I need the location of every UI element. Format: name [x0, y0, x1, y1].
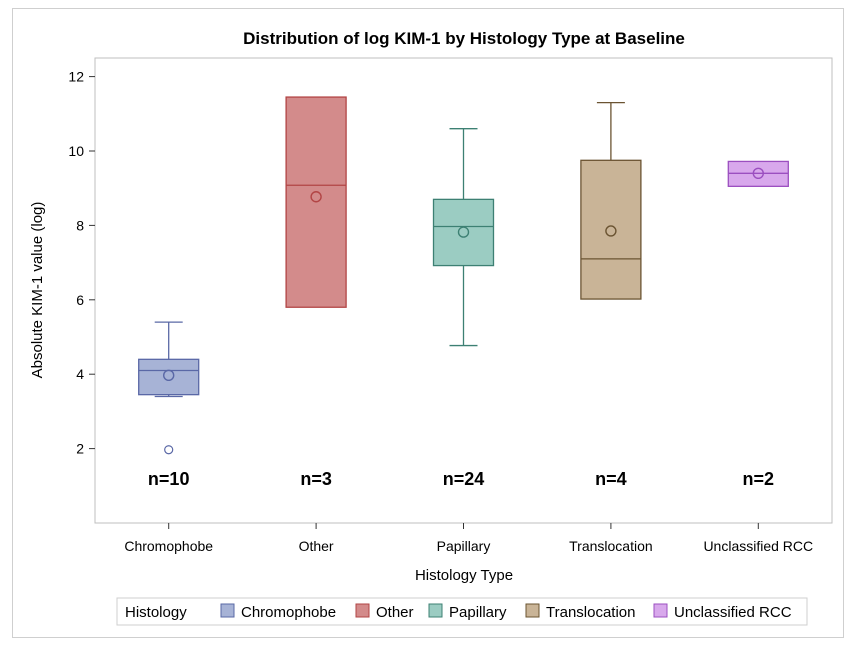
legend-entry-label: Other [376, 604, 414, 621]
legend-swatch [525, 603, 540, 618]
x-tick-label: Unclassified RCC [703, 538, 813, 554]
box-body [580, 159, 642, 300]
y-tick-label: 2 [76, 441, 84, 457]
n-label: n=24 [443, 469, 485, 489]
box-other [285, 96, 347, 308]
n-label: n=10 [148, 469, 190, 489]
legend-swatch [220, 603, 235, 618]
y-tick-label: 4 [76, 366, 84, 382]
box-translocation [580, 101, 642, 300]
y-tick-label: 10 [68, 143, 84, 159]
x-axis-label: Histology Type [415, 567, 513, 584]
legend-entry-label: Chromophobe [241, 604, 336, 621]
box-papillary [432, 128, 495, 347]
legend-entry-label: Translocation [546, 604, 636, 621]
y-axis: 2 4 6 8 10 12 [68, 69, 95, 457]
y-tick-label: 6 [76, 292, 84, 308]
box-unclassified-rcc [727, 160, 789, 187]
n-labels-group: n=10 n=3 n=24 n=4 n=2 [148, 469, 774, 489]
x-tick-label: Chromophobe [124, 538, 213, 554]
legend-swatch [355, 603, 370, 618]
box-body [432, 198, 495, 267]
legend: Histology Chromophobe Other Papillary Trans… [116, 597, 808, 626]
n-label: n=4 [595, 469, 627, 489]
mean-marker [310, 191, 322, 203]
n-label: n=2 [743, 469, 775, 489]
x-axis: Chromophobe Other Papillary Translocation Un… [124, 523, 813, 554]
chart-frame [12, 8, 844, 638]
mean-marker [457, 226, 470, 238]
outlier-point [164, 445, 174, 455]
x-tick-label: Papillary [437, 538, 491, 554]
box-chromophobe [138, 321, 200, 455]
y-tick-label: 8 [76, 217, 84, 233]
legend-box [116, 597, 808, 626]
x-tick-label: Other [299, 538, 334, 554]
legend-entry-label: Unclassified RCC [674, 604, 792, 621]
legend-title: Histology [125, 604, 187, 621]
mean-marker [752, 167, 764, 180]
mean-marker [162, 369, 175, 382]
legend-swatch [428, 603, 443, 618]
boxes-group [138, 96, 789, 455]
box-body [138, 358, 200, 396]
chart-title: Distribution of log KIM-1 by Histology T… [243, 29, 685, 48]
x-tick-label: Translocation [569, 538, 653, 554]
n-label: n=3 [300, 469, 332, 489]
mean-marker [605, 225, 617, 237]
legend-entry-label: Papillary [449, 604, 507, 621]
legend-swatch [653, 603, 668, 618]
y-axis-label: Absolute KIM-1 value (log) [29, 202, 46, 379]
y-tick-label: 12 [68, 69, 84, 85]
